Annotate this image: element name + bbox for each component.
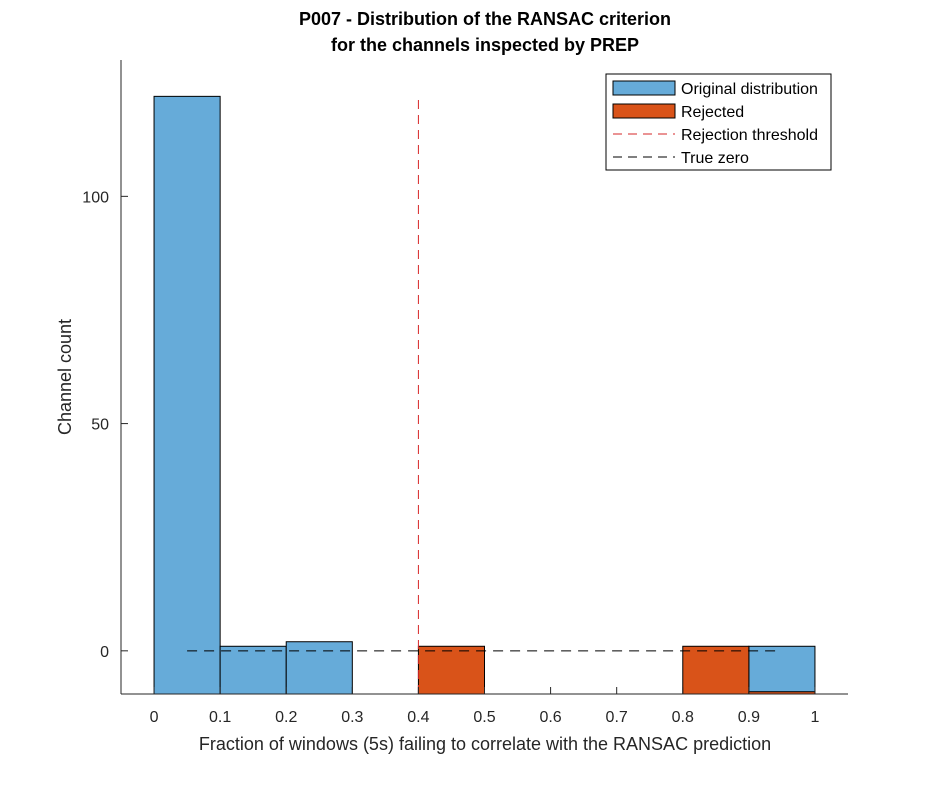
x-tick-label: 0.2 xyxy=(275,709,297,726)
legend: Original distribution Rejected Rejection… xyxy=(605,73,832,171)
y-tick-label: 50 xyxy=(91,417,109,434)
bar-original-2 xyxy=(285,641,353,695)
x-tick-label: 0.4 xyxy=(407,709,429,726)
chart-title-line-2: for the channels inspected by PREP xyxy=(331,35,639,55)
y-tick-label: 0 xyxy=(100,644,109,661)
bar-original-3 xyxy=(748,645,816,695)
bars-layer xyxy=(153,95,816,695)
legend-label-true-zero: True zero xyxy=(681,150,749,167)
x-tick-label: 0.1 xyxy=(209,709,231,726)
x-tick-label: 0.7 xyxy=(606,709,628,726)
x-tick-label: 0.8 xyxy=(672,709,694,726)
chart-title-line-1: P007 - Distribution of the RANSAC criter… xyxy=(299,9,671,29)
legend-swatch-rejected xyxy=(612,103,676,119)
bar-rejected-1 xyxy=(682,645,750,695)
y-axis-label: Channel count xyxy=(55,319,75,435)
x-axis-label: Fraction of windows (5s) failing to corr… xyxy=(199,734,771,754)
legend-label-original: Original distribution xyxy=(681,81,818,98)
x-tick-label: 0.5 xyxy=(473,709,495,726)
ticks-layer: 0 0.1 0.2 0.3 0.4 0.5 0.6 0.7 0.8 0.9 1 0 50 100 xyxy=(82,189,819,726)
y-tick-label: 100 xyxy=(82,189,109,206)
legend-label-threshold: Rejection threshold xyxy=(681,127,818,144)
x-tick-label: 1 xyxy=(811,709,820,726)
x-tick-label: 0.3 xyxy=(341,709,363,726)
legend-swatch-original xyxy=(612,80,676,96)
bar-rejected-0 xyxy=(417,645,485,695)
bar-original-1 xyxy=(219,645,287,695)
x-tick-label: 0 xyxy=(150,709,159,726)
x-tick-label: 0.6 xyxy=(539,709,561,726)
x-tick-label: 0.9 xyxy=(738,709,760,726)
lines-layer xyxy=(187,96,782,694)
chart-title: P007 - Distribution of the RANSAC criter… xyxy=(299,9,671,55)
bar-original-0 xyxy=(153,95,221,695)
legend-label-rejected: Rejected xyxy=(681,104,744,121)
